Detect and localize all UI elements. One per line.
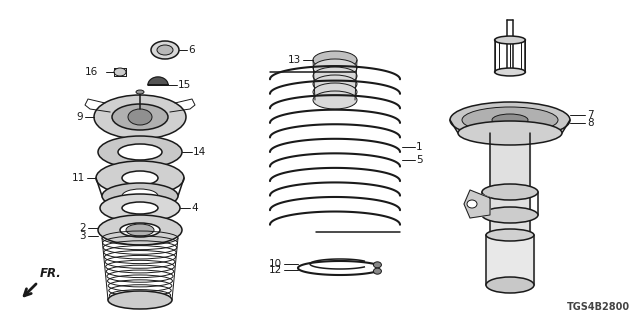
Ellipse shape: [313, 83, 357, 101]
Ellipse shape: [112, 104, 168, 130]
Ellipse shape: [98, 136, 182, 168]
Ellipse shape: [98, 215, 182, 245]
Text: 1: 1: [416, 142, 422, 152]
Ellipse shape: [122, 171, 158, 185]
Text: 12: 12: [269, 265, 282, 275]
Ellipse shape: [482, 207, 538, 223]
Text: 7: 7: [587, 110, 594, 120]
Ellipse shape: [313, 59, 357, 77]
Text: 3: 3: [79, 231, 86, 241]
Text: 6: 6: [188, 45, 195, 55]
Ellipse shape: [102, 183, 178, 209]
Ellipse shape: [313, 67, 357, 85]
Text: 9: 9: [76, 112, 83, 122]
Ellipse shape: [482, 184, 538, 200]
Ellipse shape: [151, 41, 179, 59]
Ellipse shape: [486, 229, 534, 241]
Polygon shape: [490, 133, 530, 235]
Ellipse shape: [462, 107, 558, 133]
Ellipse shape: [108, 291, 172, 309]
Ellipse shape: [313, 91, 357, 109]
Text: 8: 8: [587, 118, 594, 128]
Text: 2: 2: [79, 223, 86, 233]
Ellipse shape: [126, 224, 154, 236]
Text: 4: 4: [191, 203, 198, 213]
Ellipse shape: [313, 51, 357, 69]
Ellipse shape: [122, 189, 158, 203]
Ellipse shape: [495, 36, 525, 44]
Ellipse shape: [94, 95, 186, 139]
Ellipse shape: [120, 223, 160, 237]
Text: 13: 13: [288, 55, 301, 65]
Ellipse shape: [458, 121, 562, 145]
Text: 11: 11: [72, 173, 85, 183]
Text: 15: 15: [178, 80, 191, 90]
Ellipse shape: [96, 161, 184, 195]
Text: FR.: FR.: [40, 267, 61, 280]
Text: 10: 10: [269, 259, 282, 269]
Ellipse shape: [373, 262, 381, 268]
Ellipse shape: [157, 45, 173, 55]
Text: 14: 14: [193, 147, 206, 157]
Ellipse shape: [128, 109, 152, 125]
Polygon shape: [148, 77, 168, 85]
Ellipse shape: [313, 75, 357, 93]
Ellipse shape: [122, 202, 158, 214]
Ellipse shape: [467, 200, 477, 208]
Ellipse shape: [373, 268, 381, 274]
Ellipse shape: [136, 90, 144, 94]
Ellipse shape: [492, 114, 528, 126]
Ellipse shape: [486, 277, 534, 293]
Text: 16: 16: [84, 67, 98, 77]
Ellipse shape: [114, 68, 126, 76]
Text: 5: 5: [416, 155, 422, 165]
Text: TGS4B2800: TGS4B2800: [567, 302, 630, 312]
Polygon shape: [486, 235, 534, 285]
Ellipse shape: [118, 144, 162, 160]
Ellipse shape: [450, 102, 570, 138]
Polygon shape: [464, 190, 490, 218]
Ellipse shape: [495, 68, 525, 76]
Ellipse shape: [100, 194, 180, 222]
